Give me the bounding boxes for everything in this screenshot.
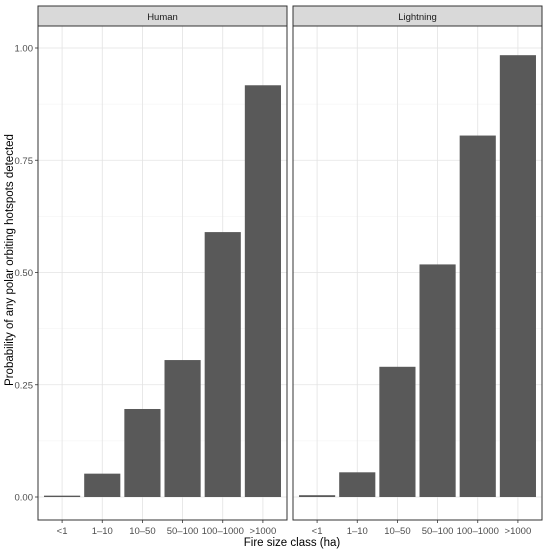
- x-tick-label: 1–10: [347, 526, 368, 537]
- x-tick-label: 100–1000: [457, 526, 499, 537]
- bar-0-3: [164, 360, 201, 497]
- bar-1-0: [299, 495, 336, 497]
- bar-0-4: [204, 232, 241, 497]
- x-tick-label: >1000: [505, 526, 532, 537]
- bar-0-5: [244, 85, 281, 497]
- x-tick-label: 50–100: [167, 526, 199, 537]
- y-axis-label: Probability of any polar orbiting hotspo…: [4, 134, 16, 386]
- bar-0-0: [44, 495, 81, 497]
- x-tick-label: >1000: [250, 526, 277, 537]
- x-tick-label: 1–10: [92, 526, 113, 537]
- facet-strip-label: Human: [147, 12, 178, 23]
- x-tick-label: <1: [57, 526, 68, 537]
- panel-border: [292, 25, 543, 521]
- y-tick-label: 0.75: [15, 156, 34, 167]
- bar-0-1: [84, 473, 121, 497]
- y-tick-label: 0.00: [15, 493, 34, 504]
- panel-1: Lightning <1 1–10 10–50 50–100 100–1000 >1000: [292, 5, 543, 537]
- bar-1-1: [339, 472, 376, 497]
- panel-border: [37, 25, 288, 521]
- y-tick-label: 0.25: [15, 380, 34, 391]
- x-tick-label: 10–50: [384, 526, 410, 537]
- panels-group: Human<1 1–10 10–50 50–100 100–1000 >10000.000…: [15, 5, 543, 537]
- y-tick-label: 1.00: [15, 44, 34, 55]
- bar-1-5: [499, 55, 536, 498]
- bar-1-2: [379, 366, 416, 497]
- bar-1-4: [459, 135, 496, 497]
- panel-0: Human <1 1–10 10–50 50–100 100–1000 >1000 0.00 0…: [15, 5, 288, 537]
- bar-1-3: [419, 264, 456, 497]
- x-tick-label: <1: [312, 526, 323, 537]
- bar-0-2: [124, 408, 161, 497]
- y-tick-label: 0.50: [15, 268, 34, 279]
- x-tick-label: 10–50: [129, 526, 155, 537]
- facet-strip-label: Lightning: [398, 12, 437, 23]
- x-tick-label: 100–1000: [202, 526, 244, 537]
- x-axis-label: Fire size class (ha): [244, 537, 341, 549]
- x-tick-label: 50–100: [422, 526, 454, 537]
